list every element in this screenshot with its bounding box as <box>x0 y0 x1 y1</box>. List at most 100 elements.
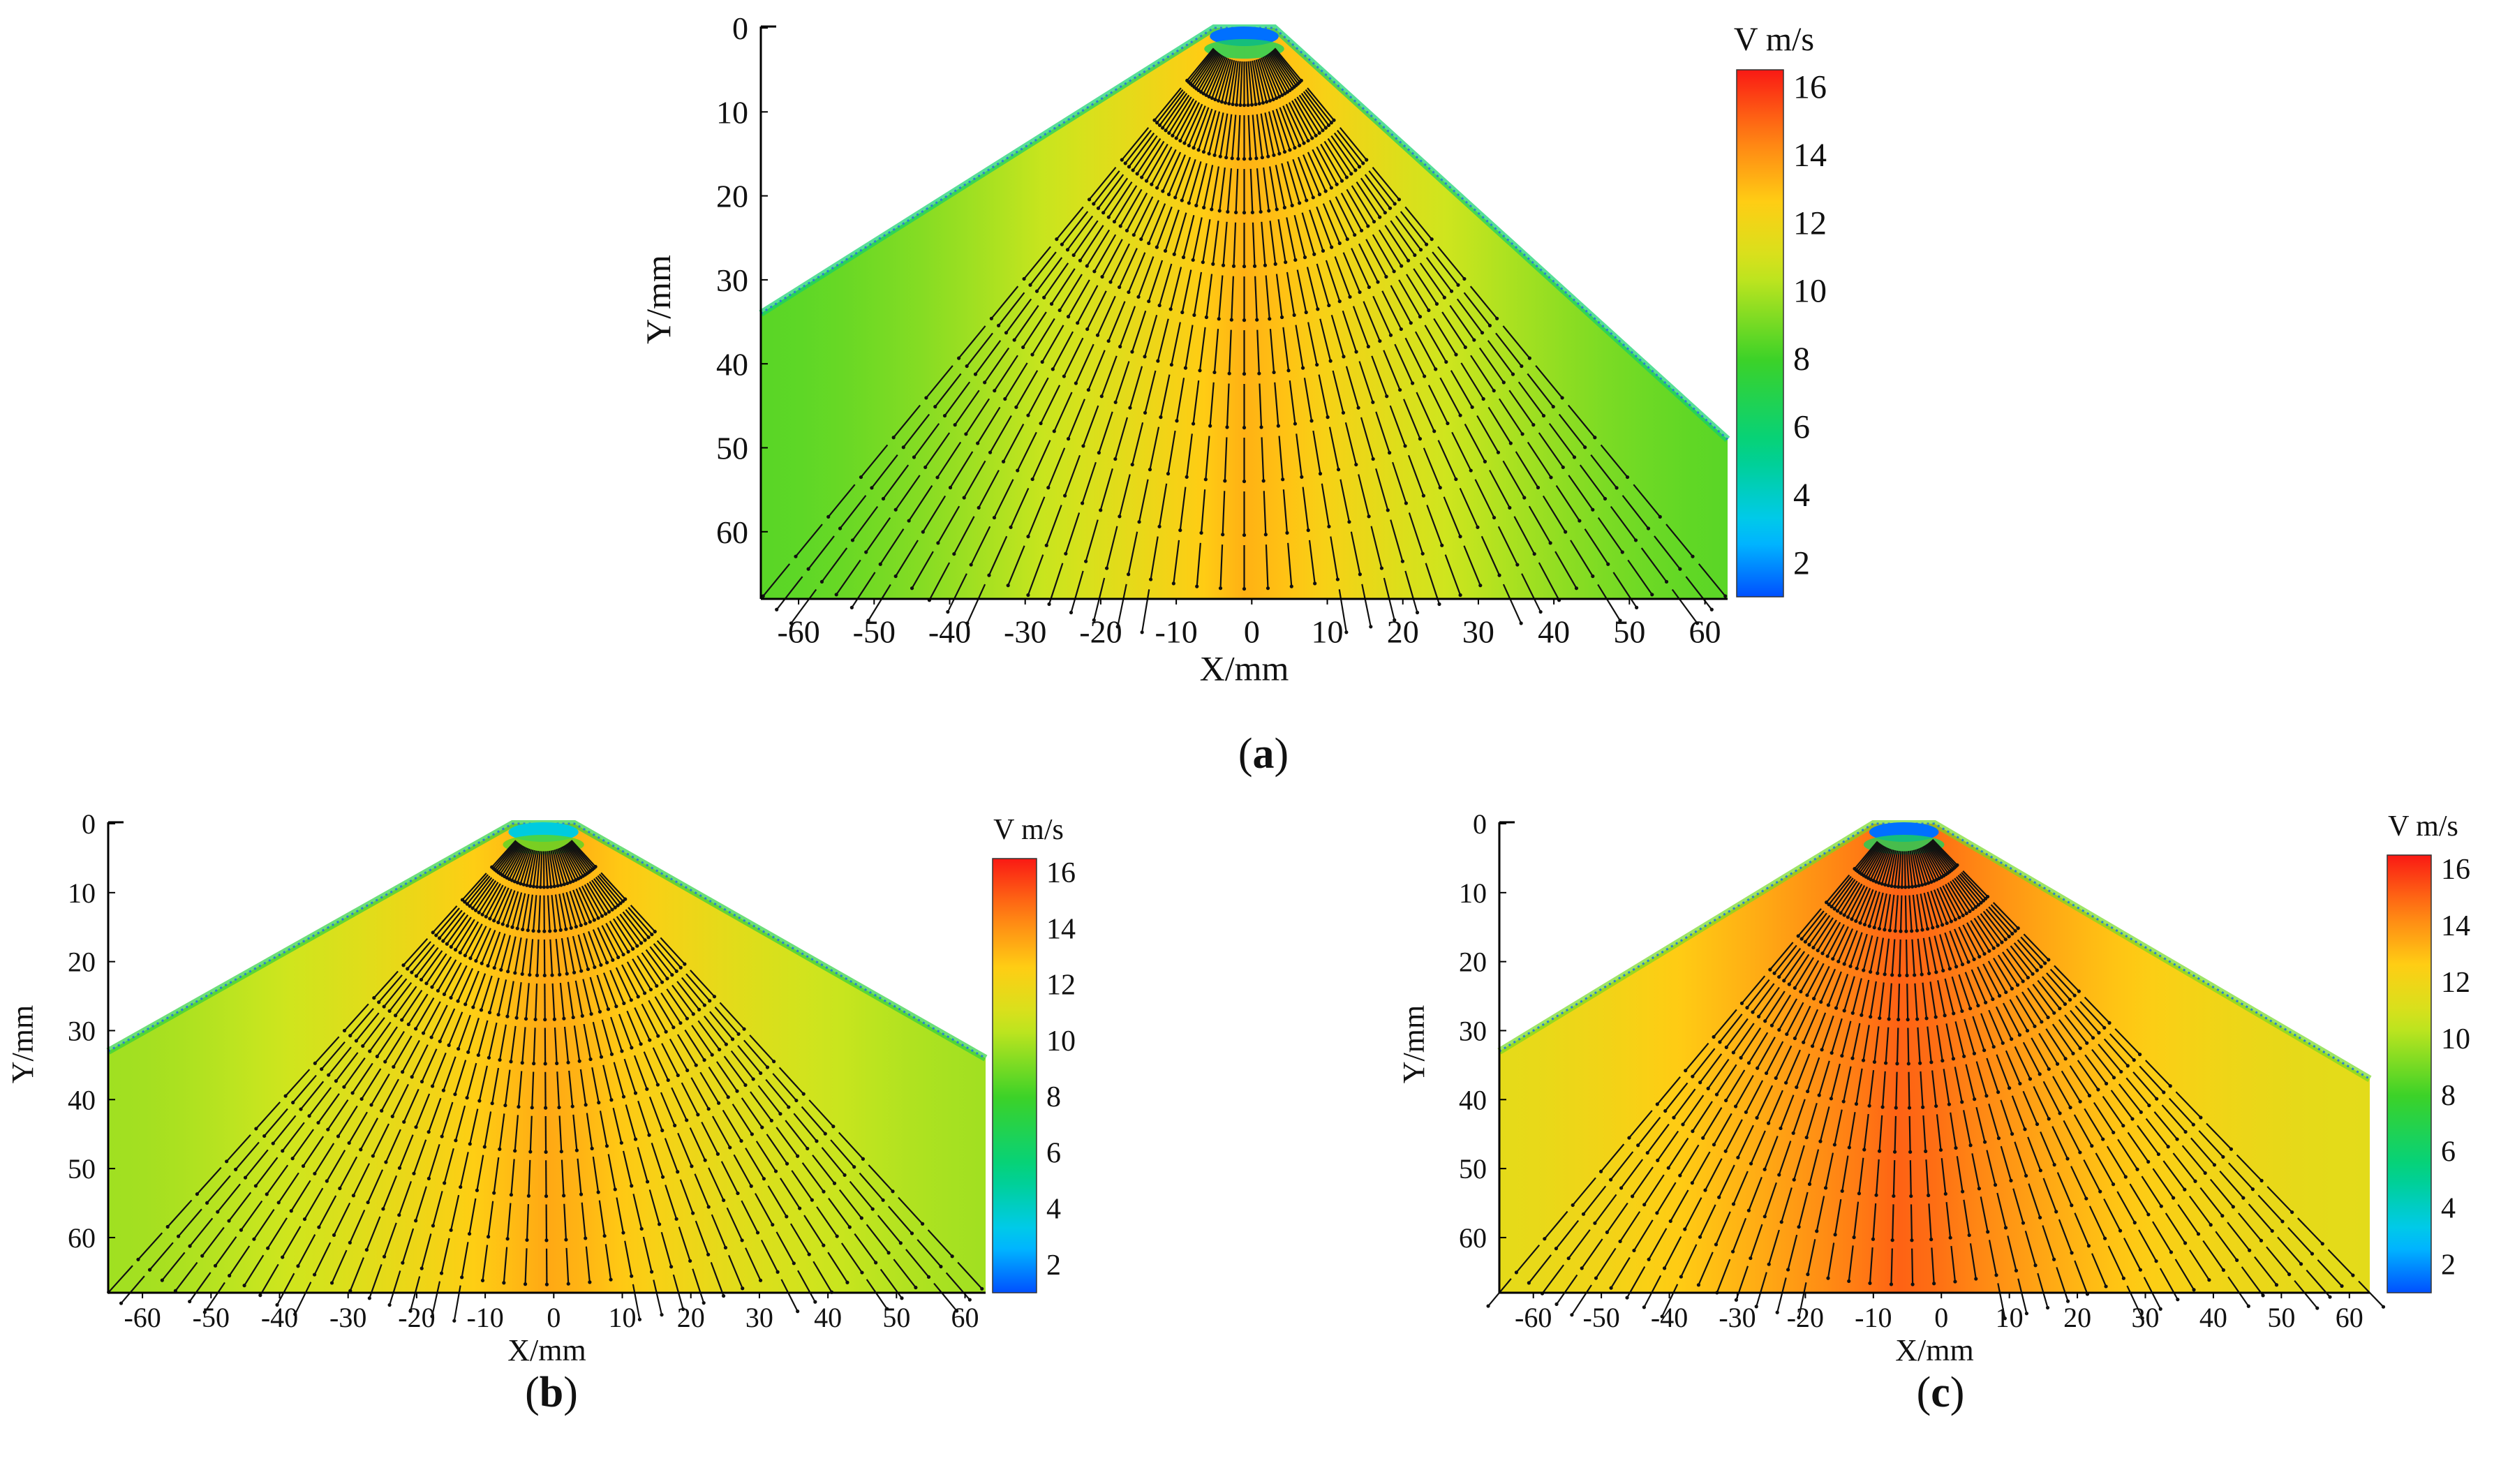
velocity-vector <box>2061 1070 2081 1102</box>
velocity-vector <box>540 851 543 887</box>
vector-head <box>691 1012 695 1016</box>
vector-head <box>1347 520 1351 524</box>
vector-head <box>1862 968 1866 972</box>
velocity-vector <box>749 1034 775 1062</box>
velocity-vector <box>1555 484 1580 521</box>
vector-head <box>1872 926 1876 930</box>
velocity-vector <box>605 923 625 956</box>
vector-head <box>227 1219 231 1223</box>
vector-head <box>2010 932 2014 936</box>
velocity-vector <box>1756 1037 1776 1069</box>
vector-head <box>598 1009 602 1014</box>
vector-head <box>1358 290 1362 295</box>
vector-head <box>568 880 572 884</box>
vector-head <box>558 928 563 932</box>
vector-head <box>320 1067 324 1071</box>
velocity-vector <box>2079 1001 2105 1029</box>
vector-head <box>566 1282 570 1286</box>
velocity-vector <box>1261 221 1266 266</box>
vector-head <box>1815 1229 1819 1233</box>
velocity-vector <box>1922 982 1928 1018</box>
velocity-vector <box>2073 1114 2093 1147</box>
vector-head <box>2310 1252 2315 1256</box>
vector-head <box>1968 1007 1973 1011</box>
velocity-vector <box>708 1067 729 1098</box>
vector-head <box>819 579 824 584</box>
vector-head <box>1081 444 1085 448</box>
vector-head <box>1329 186 1333 190</box>
velocity-vector <box>789 1223 810 1255</box>
vector-head <box>1581 1212 1586 1216</box>
velocity-vector <box>1307 322 1318 365</box>
velocity-vector <box>1828 876 1852 905</box>
vector-head <box>369 1103 373 1107</box>
vector-head <box>1434 367 1438 371</box>
vector-head <box>1335 577 1340 581</box>
caption-close: ) <box>1275 730 1289 778</box>
vector-head <box>751 1077 755 1081</box>
velocity-vector <box>2017 939 2042 967</box>
vector-head <box>965 364 969 369</box>
vector-head <box>2220 1214 2225 1218</box>
vector-head <box>792 1261 796 1266</box>
velocity-vector <box>1985 908 2010 937</box>
vector-head <box>487 1010 492 1015</box>
velocity-vector <box>556 1071 561 1108</box>
vector-head <box>544 1150 548 1154</box>
vector-head <box>1706 1086 1710 1090</box>
vector-head <box>1768 967 1772 972</box>
velocity-vector <box>882 464 910 500</box>
vector-head <box>832 1181 837 1185</box>
velocity-vector <box>1952 879 1974 910</box>
velocity-vector <box>2009 999 2028 1032</box>
vector-head <box>528 884 533 888</box>
velocity-vector <box>1801 910 1825 940</box>
velocity-vector <box>1047 447 1066 489</box>
velocity-vector <box>1933 889 1948 923</box>
velocity-vector <box>1398 279 1421 318</box>
vector-head <box>579 923 583 928</box>
velocity-vector <box>637 955 658 987</box>
vector-head <box>1155 121 1159 125</box>
vector-head <box>1947 967 1952 971</box>
velocity-vector <box>1962 924 1980 958</box>
vector-head <box>1860 1013 1864 1017</box>
velocity-vector <box>710 1262 725 1296</box>
vector-head <box>859 1216 863 1220</box>
velocity-vector <box>489 977 500 1013</box>
colorbar-tick-label: 14 <box>2441 910 2470 942</box>
vector-head <box>926 1275 931 1279</box>
velocity-vector <box>1269 329 1275 373</box>
vector-head <box>1330 245 1334 249</box>
velocity-vector <box>1086 229 1111 267</box>
vector-head <box>1242 372 1247 376</box>
vector-head <box>275 1303 279 1307</box>
vector-head <box>271 1141 275 1145</box>
vector-head <box>1231 264 1236 268</box>
vector-head <box>1143 410 1148 415</box>
velocity-vector <box>568 842 592 872</box>
vector-head <box>548 929 552 933</box>
vector-head <box>1997 994 2002 998</box>
velocity-vector <box>1081 461 1097 504</box>
velocity-vector <box>1878 982 1885 1018</box>
vector-head <box>1784 1081 1788 1085</box>
vector-head <box>2052 1011 2056 1015</box>
vector-head <box>460 898 465 902</box>
vector-head <box>1571 1203 1575 1208</box>
vector-head <box>1762 1215 1767 1219</box>
velocity-vector <box>1247 114 1252 159</box>
vector-head <box>1829 1097 1833 1101</box>
velocity-vector <box>1656 1130 1679 1162</box>
velocity-vector <box>2064 1014 2088 1044</box>
vector-head <box>676 1170 680 1174</box>
velocity-vector <box>206 1175 231 1204</box>
colorbar-title: V m/s <box>1734 21 1814 58</box>
velocity-vector <box>1732 1217 1747 1252</box>
vector-head <box>1850 917 1854 921</box>
vector-head <box>1791 1131 1795 1135</box>
vector-head <box>1113 457 1118 461</box>
vector-head <box>449 995 453 1000</box>
velocity-vector <box>204 1282 225 1313</box>
